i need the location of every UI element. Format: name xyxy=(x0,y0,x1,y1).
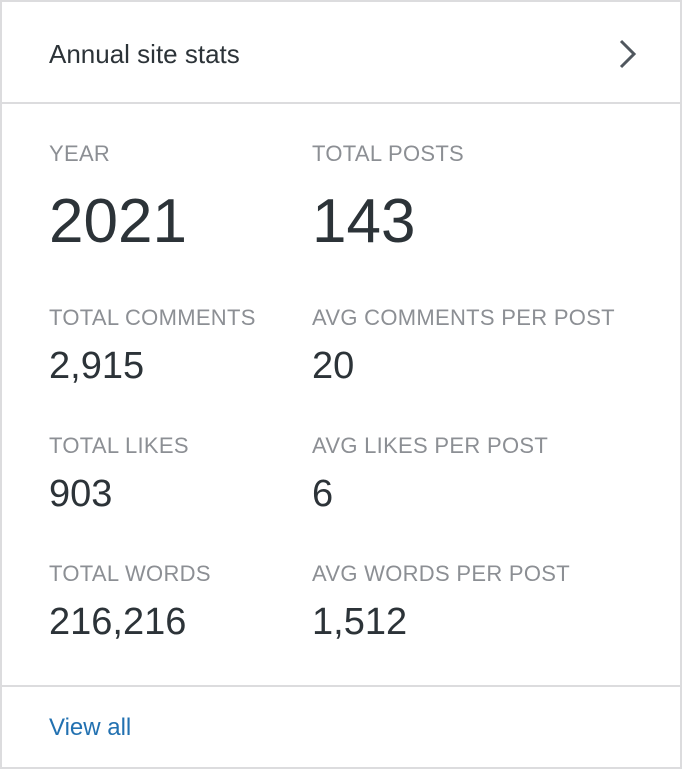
stat-label: TOTAL COMMENTS xyxy=(49,305,256,330)
stat-value: 6 xyxy=(312,473,334,515)
chevron[interactable] xyxy=(612,38,642,70)
stat-label: AVG WORDS PER POST xyxy=(312,561,571,586)
divider xyxy=(2,685,680,687)
stat-label: TOTAL POSTS xyxy=(312,141,465,166)
stat-value: 216,216 xyxy=(49,601,187,643)
stat-value: 2021 xyxy=(49,187,187,256)
stat-value: 1,512 xyxy=(312,601,408,643)
stat-value: 20 xyxy=(312,345,355,387)
stat-label: TOTAL LIKES xyxy=(49,433,189,458)
stat-value: 2,915 xyxy=(49,345,145,387)
stat-label: TOTAL WORDS xyxy=(49,561,211,586)
view-all-link[interactable]: View all xyxy=(49,714,132,741)
divider xyxy=(2,102,680,104)
stat-value: 143 xyxy=(312,187,416,256)
card-title: Annual site stats xyxy=(49,39,240,69)
stat-label: YEAR xyxy=(49,141,111,166)
stat-value: 903 xyxy=(49,473,113,515)
stat-label: AVG LIKES PER POST xyxy=(312,433,549,458)
stat-label: AVG COMMENTS PER POST xyxy=(312,305,615,330)
